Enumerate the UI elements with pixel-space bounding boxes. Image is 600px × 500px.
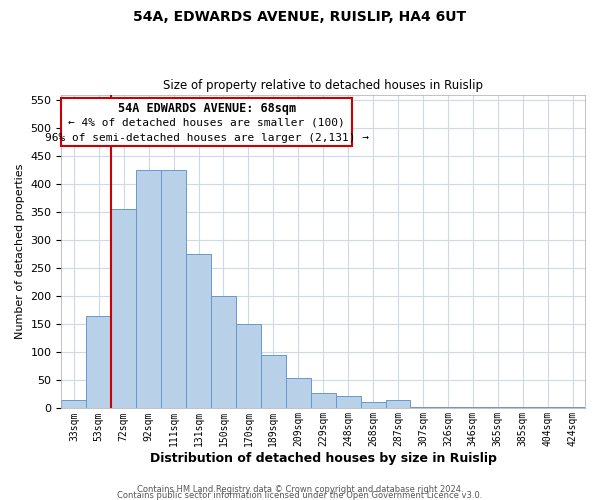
- Bar: [335, 396, 361, 408]
- Bar: [311, 392, 335, 408]
- Bar: [286, 378, 311, 408]
- Bar: [236, 324, 261, 408]
- X-axis label: Distribution of detached houses by size in Ruislip: Distribution of detached houses by size …: [150, 452, 497, 465]
- Bar: [161, 170, 186, 408]
- Text: ← 4% of detached houses are smaller (100): ← 4% of detached houses are smaller (100…: [68, 118, 345, 128]
- Title: Size of property relative to detached houses in Ruislip: Size of property relative to detached ho…: [163, 79, 483, 92]
- Y-axis label: Number of detached properties: Number of detached properties: [15, 164, 25, 339]
- Bar: [361, 402, 386, 408]
- Bar: [211, 296, 236, 408]
- Bar: [261, 355, 286, 408]
- Bar: [86, 316, 111, 408]
- Text: 54A, EDWARDS AVENUE, RUISLIP, HA4 6UT: 54A, EDWARDS AVENUE, RUISLIP, HA4 6UT: [133, 10, 467, 24]
- Text: 96% of semi-detached houses are larger (2,131) →: 96% of semi-detached houses are larger (…: [45, 132, 369, 142]
- Bar: [136, 170, 161, 408]
- Text: Contains public sector information licensed under the Open Government Licence v3: Contains public sector information licen…: [118, 490, 482, 500]
- FancyBboxPatch shape: [61, 98, 352, 146]
- Text: Contains HM Land Registry data © Crown copyright and database right 2024.: Contains HM Land Registry data © Crown c…: [137, 484, 463, 494]
- Bar: [386, 400, 410, 408]
- Bar: [186, 254, 211, 408]
- Bar: [111, 210, 136, 408]
- Text: 54A EDWARDS AVENUE: 68sqm: 54A EDWARDS AVENUE: 68sqm: [118, 102, 296, 115]
- Bar: [61, 400, 86, 408]
